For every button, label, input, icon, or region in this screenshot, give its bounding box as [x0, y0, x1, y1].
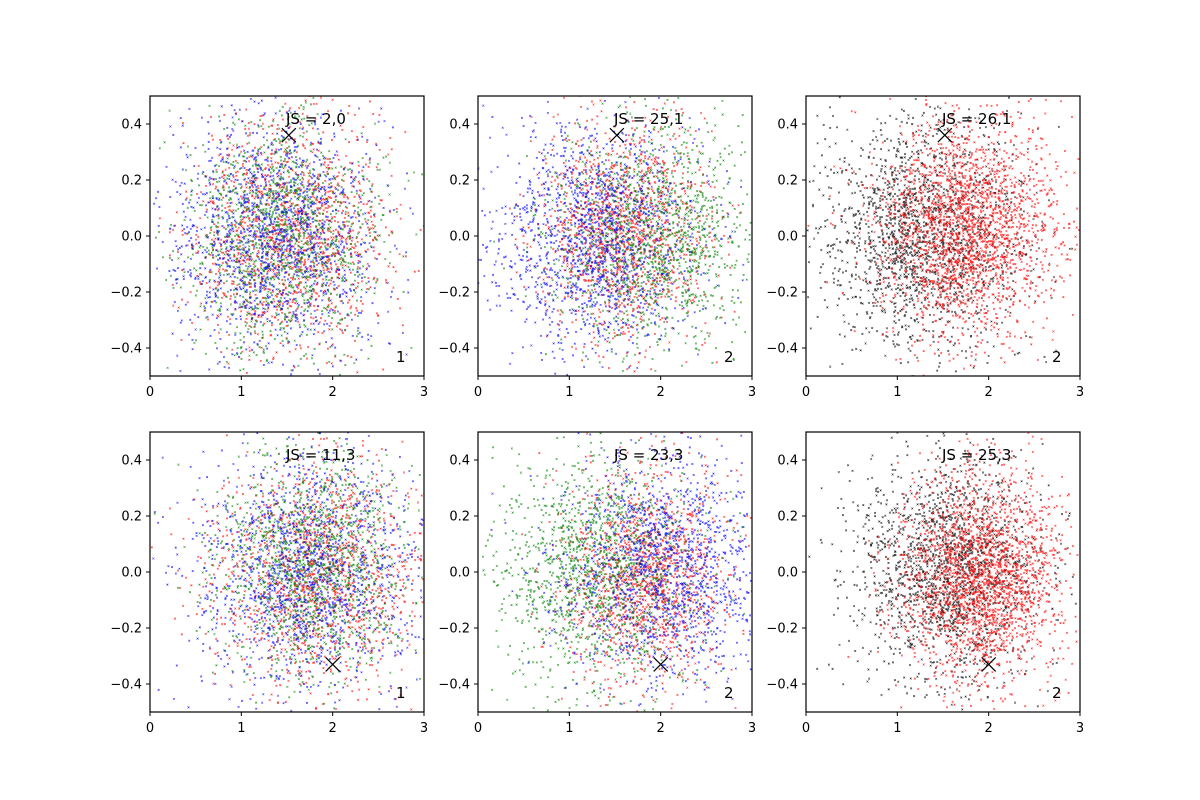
y-tick-label: 0.2: [777, 510, 798, 525]
y-tick-label: 0.2: [449, 510, 470, 525]
scatter-panel-5: 0 1 2 3 −0.4 −0.2 0.0 0.2 0.4 JS = 23,3 2: [438, 431, 756, 736]
y-tick-label: 0.0: [777, 566, 798, 581]
x-tick-label: 1: [237, 385, 245, 400]
y-tick-label: 0.2: [121, 510, 142, 525]
x-tick-label: 1: [565, 721, 573, 736]
x-tick-label: 2: [657, 385, 665, 400]
x-tick-label: 1: [893, 721, 901, 736]
highlight-x-marker: [281, 127, 297, 143]
highlight-x-marker: [937, 127, 953, 143]
x-tick-label: 0: [146, 385, 154, 400]
scatter-panel-3: 0 1 2 3 −0.4 −0.2 0.0 0.2 0.4 JS = 26,1 2: [766, 95, 1084, 400]
highlight-x-marker: [653, 656, 669, 672]
corner-label: 1: [396, 684, 406, 702]
x-tick-label: 0: [146, 721, 154, 736]
y-tick-label: −0.2: [110, 286, 142, 301]
series-green-points: [481, 432, 746, 712]
y-tick-label: −0.4: [766, 342, 798, 357]
points-layer: [806, 96, 1080, 376]
y-tick-label: 0.2: [449, 174, 470, 189]
x-tick-label: 2: [329, 721, 337, 736]
x-tick-label: 0: [474, 385, 482, 400]
scatter-panel-4: 0 1 2 3 −0.4 −0.2 0.0 0.2 0.4 JS = 11,3 1: [110, 431, 428, 736]
y-tick-label: 0.4: [449, 454, 470, 469]
y-tick-label: −0.2: [438, 286, 470, 301]
series-red-points: [847, 432, 1079, 712]
x-tick-label: 1: [237, 721, 245, 736]
y-tick-label: 0.2: [777, 174, 798, 189]
series-red-points: [158, 96, 422, 376]
scatter-panel-2: 0 1 2 3 −0.4 −0.2 0.0 0.2 0.4 JS = 25,1 2: [438, 95, 756, 400]
x-tick-label: 2: [657, 721, 665, 736]
x-tick-label: 1: [893, 385, 901, 400]
corner-label: 1: [396, 348, 406, 366]
x-tick-label: 2: [329, 385, 337, 400]
points-layer: [478, 96, 752, 376]
x-tick-label: 3: [420, 721, 428, 736]
series-blue-points: [490, 432, 752, 712]
x-tick-label: 3: [1076, 385, 1084, 400]
y-tick-label: −0.4: [110, 342, 142, 357]
corner-label: 2: [724, 684, 734, 702]
series-blue-points: [152, 432, 424, 712]
y-tick-label: −0.2: [438, 622, 470, 637]
scatter-panel-1: 0 1 2 3 −0.4 −0.2 0.0 0.2 0.4 JS = 2,0 1: [110, 95, 428, 400]
series-red-points: [520, 432, 752, 712]
points-layer: [808, 432, 1079, 712]
y-tick-label: −0.2: [110, 622, 142, 637]
y-tick-label: 0.0: [121, 566, 142, 581]
y-tick-label: 0.4: [121, 118, 142, 133]
y-tick-label: −0.4: [766, 678, 798, 693]
y-tick-label: −0.4: [438, 342, 470, 357]
corner-label: 2: [724, 348, 734, 366]
y-tick-label: −0.2: [766, 622, 798, 637]
y-tick-label: 0.4: [449, 118, 470, 133]
x-tick-label: 0: [474, 721, 482, 736]
y-tick-label: −0.2: [766, 286, 798, 301]
js-annotation: JS = 25,3: [941, 446, 1011, 464]
highlight-x-marker: [981, 656, 997, 672]
x-tick-label: 3: [420, 385, 428, 400]
x-tick-label: 2: [985, 385, 993, 400]
highlight-x-marker: [325, 656, 341, 672]
series-black-points: [808, 432, 1077, 711]
corner-label: 2: [1052, 684, 1062, 702]
x-tick-label: 0: [802, 385, 810, 400]
y-tick-label: 0.4: [777, 454, 798, 469]
series-red-points: [807, 96, 1080, 376]
highlight-x-marker: [609, 127, 625, 143]
x-tick-label: 3: [748, 385, 756, 400]
y-tick-label: 0.4: [777, 118, 798, 133]
corner-label: 2: [1052, 348, 1062, 366]
series-red-points: [150, 432, 424, 711]
points-layer: [481, 432, 752, 712]
points-layer: [150, 432, 424, 712]
y-tick-label: −0.4: [438, 678, 470, 693]
x-tick-label: 3: [1076, 721, 1084, 736]
js-annotation: JS = 11,3: [285, 446, 355, 464]
scatter-panel-6: 0 1 2 3 −0.4 −0.2 0.0 0.2 0.4 JS = 25,3 2: [766, 431, 1084, 736]
x-tick-label: 3: [748, 721, 756, 736]
series-blue-points: [478, 96, 745, 376]
js-annotation: JS = 23,3: [613, 446, 683, 464]
series-green-points: [493, 96, 752, 373]
y-tick-label: 0.2: [121, 174, 142, 189]
x-tick-label: 1: [565, 385, 573, 400]
y-tick-label: 0.0: [121, 230, 142, 245]
y-tick-label: 0.0: [777, 230, 798, 245]
series-blue-points: [152, 96, 414, 376]
js-annotation: JS = 26,1: [941, 110, 1011, 128]
js-annotation: JS = 2,0: [285, 110, 346, 128]
series-green-points: [154, 96, 424, 376]
js-annotation: JS = 25,1: [613, 110, 683, 128]
x-tick-label: 2: [985, 721, 993, 736]
y-tick-label: 0.4: [121, 454, 142, 469]
y-tick-label: 0.0: [449, 566, 470, 581]
y-tick-label: 0.0: [449, 230, 470, 245]
y-tick-label: −0.4: [110, 678, 142, 693]
points-layer: [152, 96, 424, 376]
x-tick-label: 0: [802, 721, 810, 736]
